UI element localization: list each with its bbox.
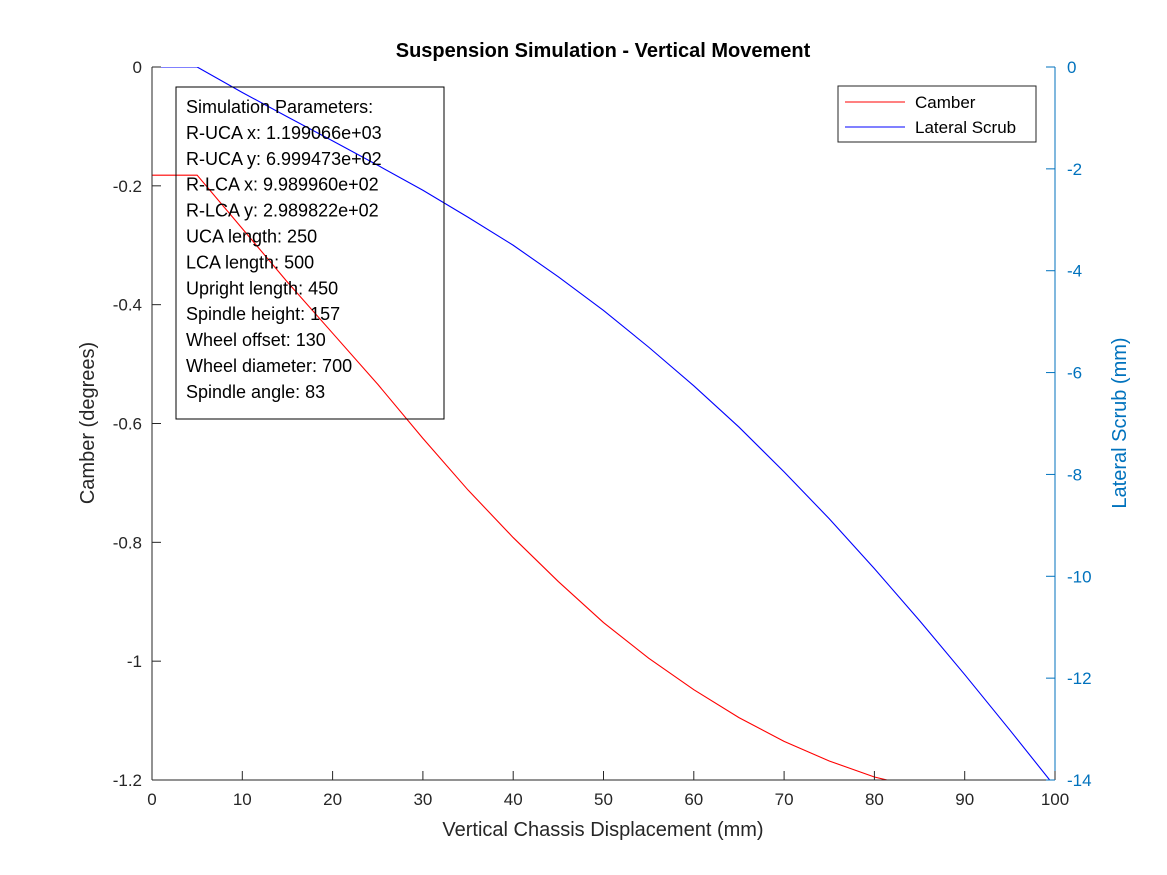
annotation-line: LCA length: 500	[186, 252, 314, 272]
y-right-tick-label: -12	[1067, 669, 1092, 688]
x-tick-label: 80	[865, 790, 884, 809]
x-tick-label: 70	[775, 790, 794, 809]
y-right-tick-label: 0	[1067, 58, 1076, 77]
annotation-box-border	[175, 86, 445, 420]
axes: 0 10 20 30 40 50 60 70 80 90 100 0 -0.2 -0.4 -0.6 -0.8 -…	[113, 58, 1092, 809]
annotation-line: R-LCA y: 2.989822e+02	[186, 201, 379, 221]
annotation-line: Wheel offset: 130	[186, 330, 326, 350]
x-tick-label: 40	[504, 790, 523, 809]
simulation-parameters-box: Simulation Parameters: R-UCA x: 1.199066e…	[175, 86, 445, 420]
x-tick-label: 0	[147, 790, 156, 809]
series-line-lateral-scrub	[152, 67, 1051, 780]
legend-label: Camber	[915, 93, 976, 112]
y-left-tick-label: -1.2	[113, 771, 142, 790]
y-left-tick-label: -0.8	[113, 533, 142, 552]
x-tick-label: 50	[594, 790, 613, 809]
y-left-tick-label: -0.4	[113, 296, 142, 315]
x-tick-label: 20	[323, 790, 342, 809]
y-right-tick-label: -14	[1067, 771, 1092, 790]
y-right-tick-label: -10	[1067, 567, 1092, 586]
y-left-tick-label: -0.2	[113, 177, 142, 196]
series-line-camber	[152, 174, 890, 780]
y-left-tick-label: -1	[127, 652, 142, 671]
y-left-axis-label: Camber (degrees)	[77, 342, 99, 504]
y-left-tick-label: -0.6	[113, 415, 142, 434]
y-right-tick-label: -2	[1067, 160, 1082, 179]
annotation-line: R-UCA y: 6.999473e+02	[186, 149, 382, 169]
annotation-line: Upright length: 450	[186, 278, 338, 298]
plot-area	[152, 67, 1051, 780]
x-tick-label: 60	[684, 790, 703, 809]
annotation-line: Simulation Parameters:	[186, 97, 373, 117]
x-tick-label: 10	[233, 790, 252, 809]
y-left-tick-label: 0	[133, 58, 142, 77]
annotation-line: Wheel diameter: 700	[186, 356, 352, 376]
x-axis-label: Vertical Chassis Displacement (mm)	[442, 819, 763, 841]
chart-title: Suspension Simulation - Vertical Movemen…	[396, 40, 811, 62]
y-right-tick-label: -4	[1067, 262, 1082, 281]
annotation-line: UCA length: 250	[186, 227, 317, 247]
legend-box	[837, 85, 1037, 143]
legend: Camber Lateral Scrub	[837, 85, 1037, 143]
legend-label: Lateral Scrub	[915, 118, 1016, 137]
y-right-tick-label: -6	[1067, 364, 1082, 383]
x-tick-label: 100	[1041, 790, 1069, 809]
y-right-axis-label: Lateral Scrub (mm)	[1109, 337, 1131, 508]
annotation-line: R-LCA x: 9.989960e+02	[186, 175, 379, 195]
x-tick-label: 30	[413, 790, 432, 809]
x-tick-label: 90	[955, 790, 974, 809]
annotation-line: Spindle angle: 83	[186, 382, 325, 402]
annotation-line: Spindle height: 157	[186, 304, 340, 324]
annotation-line: R-UCA x: 1.199066e+03	[186, 123, 382, 143]
y-right-tick-label: -8	[1067, 465, 1082, 484]
